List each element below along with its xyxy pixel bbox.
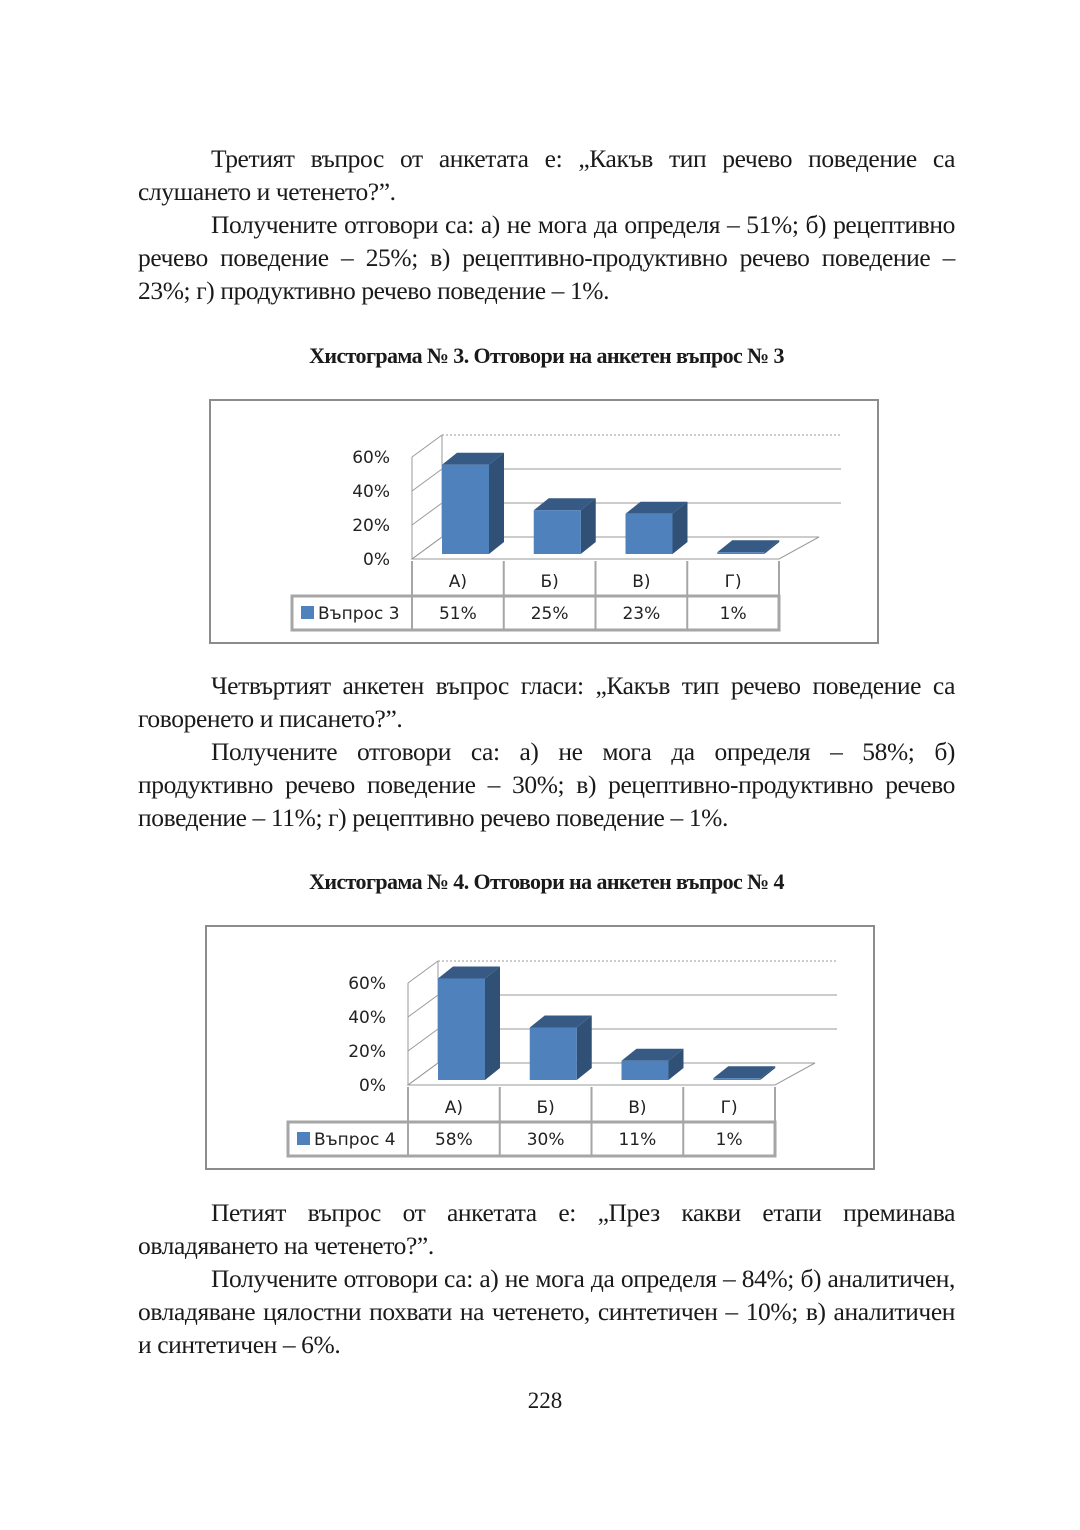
chart4-svg: 0% 20% 40% 60% А) 58% Б) 30% В) 11% Г) 1% Въпрос 4 <box>286 960 837 1158</box>
bar-top <box>533 498 596 511</box>
y-tick-label: 60% <box>348 974 386 994</box>
data-label: 23% <box>622 604 660 624</box>
paragraph: Получените отговори са: а) не мога да оп… <box>138 737 955 832</box>
bar-side <box>760 1066 776 1080</box>
bar <box>529 1027 577 1080</box>
gridline-side <box>407 1062 439 1086</box>
y-tick-label: 60% <box>352 448 390 468</box>
category-label: Г) <box>725 572 742 592</box>
legend-label: Въпрос 4 <box>314 1130 396 1150</box>
bar-top <box>442 452 504 465</box>
bar-side <box>489 452 504 554</box>
y-tick-label: 0% <box>359 1076 386 1096</box>
legend-label: Въпрос 3 <box>318 604 400 624</box>
paragraph: Третият въпрос от анкетата е: „Какъв тип… <box>138 144 955 206</box>
bar-top <box>625 501 688 514</box>
bar-side <box>764 540 780 554</box>
bar <box>625 513 673 554</box>
y-tick-label: 40% <box>352 482 390 502</box>
data-label: 1% <box>720 604 747 624</box>
chart3: 0% 20% 40% 60% А) 51% Б) 25% В) 23% Г) 1% Въпрос 3 <box>209 399 879 644</box>
section5-text: Петият въпрос от анкетата е: „През какви… <box>138 1196 955 1361</box>
bar-top <box>529 1015 592 1028</box>
section4-text: Четвъртият анкетен въпрос гласи: „Какъв … <box>138 669 955 834</box>
data-label: 30% <box>527 1130 565 1150</box>
gridline-side <box>411 536 443 560</box>
gridline-side <box>407 994 439 1018</box>
category-label: В) <box>632 572 650 592</box>
bar-side <box>485 966 500 1080</box>
data-label: 58% <box>435 1130 473 1150</box>
bar-top <box>438 966 500 979</box>
y-tick-label: 40% <box>348 1008 386 1028</box>
paragraph: Получените отговори са: а) не мога да оп… <box>138 210 955 305</box>
chart4-caption: Хистограма № 4. Отговори на анкетен въпр… <box>309 869 784 894</box>
gridline-side <box>407 1028 439 1052</box>
bar <box>442 464 489 554</box>
bar-top <box>717 540 780 553</box>
chart4: 0% 20% 40% 60% А) 58% Б) 30% В) 11% Г) 1% Въпрос 4 <box>205 925 875 1170</box>
paragraph: Получените отговори са: а) не мога да оп… <box>138 1264 955 1359</box>
data-label: 1% <box>716 1130 743 1150</box>
paragraph: Петият въпрос от анкетата е: „През какви… <box>138 1198 955 1260</box>
gridline-side <box>411 468 443 492</box>
bar <box>438 978 485 1080</box>
bar <box>533 510 581 554</box>
gridline-side <box>407 960 439 984</box>
paragraph: Четвъртият анкетен въпрос гласи: „Какъв … <box>138 671 955 733</box>
bar-side <box>668 1048 684 1080</box>
gridline-side <box>411 434 443 458</box>
section3-text: Третият въпрос от анкетата е: „Какъв тип… <box>138 142 955 307</box>
chart3-caption: Хистограма № 3. Отговори на анкетен въпр… <box>309 343 784 368</box>
data-label: 11% <box>618 1130 656 1150</box>
bar-top <box>713 1066 776 1079</box>
category-label: Г) <box>721 1098 738 1118</box>
bar <box>717 552 765 554</box>
category-label: Б) <box>536 1098 554 1118</box>
category-label: А) <box>449 572 467 592</box>
y-tick-label: 20% <box>352 516 390 536</box>
chart3-svg: 0% 20% 40% 60% А) 51% Б) 25% В) 23% Г) 1% Въпрос 3 <box>290 434 841 632</box>
page-number: 228 <box>527 1388 563 1413</box>
bar <box>713 1078 761 1080</box>
legend-swatch <box>301 606 314 619</box>
category-label: В) <box>628 1098 646 1118</box>
bar <box>621 1060 669 1080</box>
category-label: Б) <box>540 572 558 592</box>
bar-side <box>672 501 688 554</box>
bar-top <box>621 1048 684 1061</box>
gridline-side <box>411 502 443 526</box>
data-label: 25% <box>531 604 569 624</box>
legend-swatch <box>297 1132 310 1145</box>
bar-side <box>580 498 596 554</box>
bar-side <box>576 1015 592 1080</box>
data-label: 51% <box>439 604 477 624</box>
y-tick-label: 20% <box>348 1042 386 1062</box>
category-label: А) <box>445 1098 463 1118</box>
y-tick-label: 0% <box>363 550 390 570</box>
